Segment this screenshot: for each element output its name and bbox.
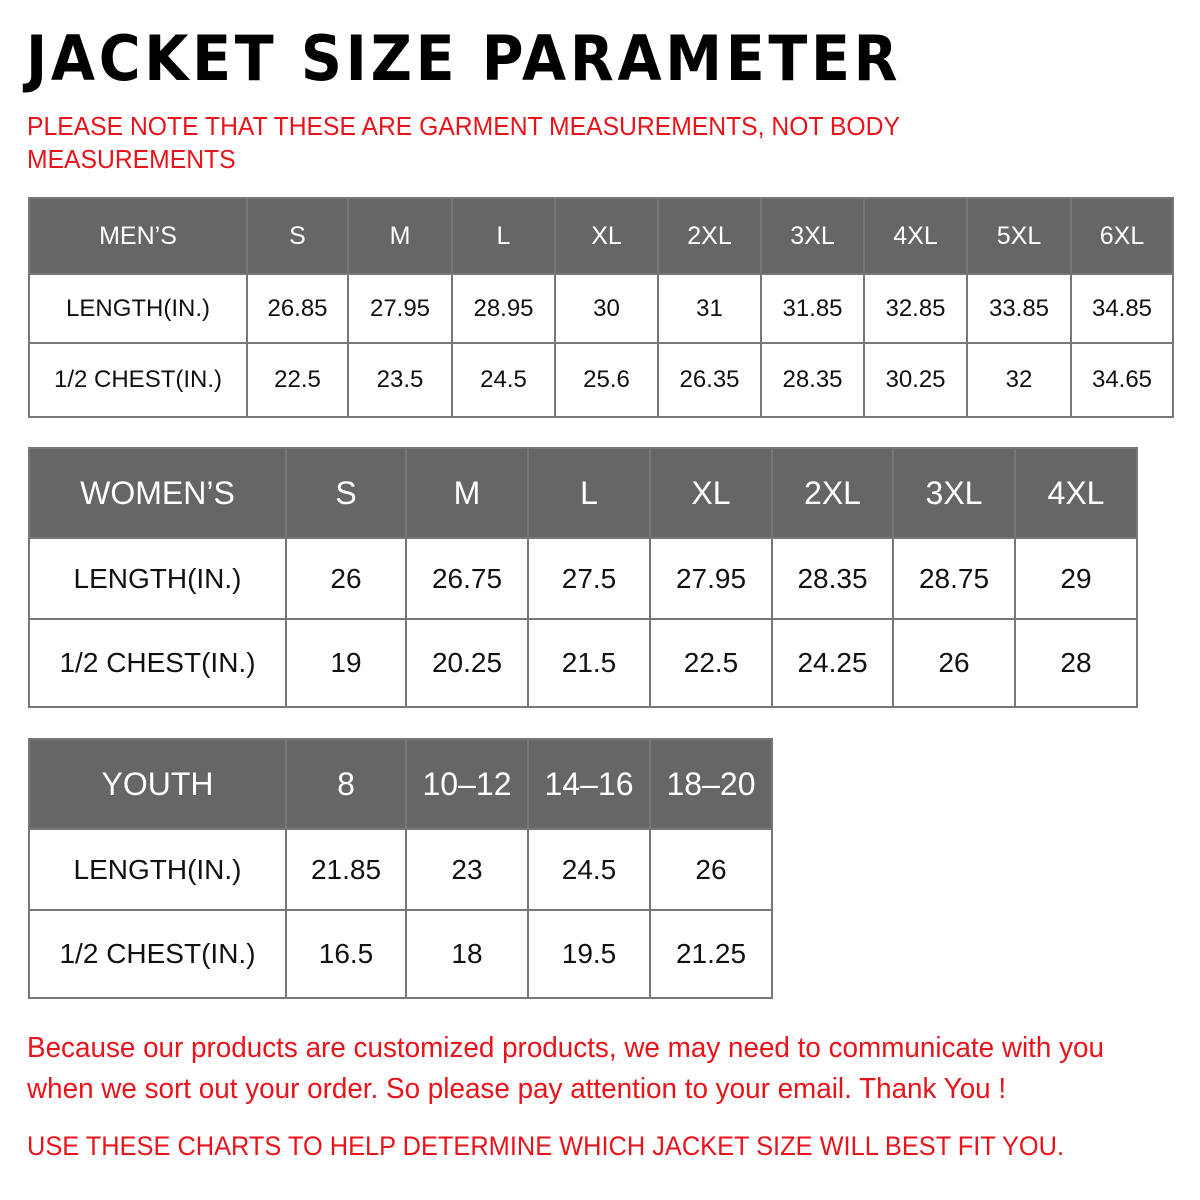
- value-cell: 30: [554, 273, 659, 344]
- value-cell: 26.35: [657, 342, 762, 418]
- value-cell: 27.5: [527, 537, 651, 620]
- value-cell: 19.5: [527, 909, 651, 999]
- value-cell: 25.6: [554, 342, 659, 418]
- size-header-cell: M: [405, 447, 529, 539]
- mens-size-table: MEN’S S M L XL 2XL 3XL 4XL 5XL 6XL LENGTH(IN.) 26.8…: [28, 197, 1174, 418]
- value-cell: 24.5: [451, 342, 556, 418]
- value-cell: 27.95: [649, 537, 773, 620]
- value-cell: 33.85: [966, 273, 1072, 344]
- value-cell: 21.85: [285, 828, 407, 911]
- value-cell: 19: [285, 618, 407, 708]
- table-row: LENGTH(IN.) 21.85 23 24.5 26: [28, 828, 773, 911]
- value-cell: 28.95: [451, 273, 556, 344]
- value-cell: 23: [405, 828, 529, 911]
- youth-size-table: YOUTH 8 10–12 14–16 18–20 LENGTH(IN.) 21.85 23 2…: [28, 738, 773, 999]
- row-label-cell: LENGTH(IN.): [28, 828, 287, 911]
- value-cell: 28.35: [760, 342, 865, 418]
- value-cell: 29: [1014, 537, 1138, 620]
- size-header-cell: S: [246, 197, 349, 275]
- size-header-cell: 2XL: [771, 447, 894, 539]
- table-header-row: WOMEN’S S M L XL 2XL 3XL 4XL: [28, 447, 1138, 539]
- size-header-cell: 8: [285, 738, 407, 830]
- size-header-cell: 18–20: [649, 738, 773, 830]
- value-cell: 26: [649, 828, 773, 911]
- size-header-cell: 3XL: [892, 447, 1016, 539]
- size-header-cell: 10–12: [405, 738, 529, 830]
- table-row: LENGTH(IN.) 26.85 27.95 28.95 30 31 31.85 32.85…: [28, 273, 1174, 344]
- table-row: 1/2 CHEST(IN.) 19 20.25 21.5 22.5 24.25 26 28: [28, 618, 1138, 708]
- size-header-cell: 14–16: [527, 738, 651, 830]
- value-cell: 16.5: [285, 909, 407, 999]
- size-header-cell: 6XL: [1070, 197, 1174, 275]
- table-title-cell: YOUTH: [28, 738, 287, 830]
- table-header-row: MEN’S S M L XL 2XL 3XL 4XL 5XL 6XL: [28, 197, 1174, 275]
- table-row: 1/2 CHEST(IN.) 16.5 18 19.5 21.25: [28, 909, 773, 999]
- value-cell: 26.85: [246, 273, 349, 344]
- size-header-cell: S: [285, 447, 407, 539]
- value-cell: 34.65: [1070, 342, 1174, 418]
- size-header-cell: XL: [649, 447, 773, 539]
- value-cell: 27.95: [347, 273, 453, 344]
- womens-size-table: WOMEN’S S M L XL 2XL 3XL 4XL LENGTH(IN.) 26 26.75 2…: [28, 447, 1138, 708]
- row-label-cell: LENGTH(IN.): [28, 537, 287, 620]
- size-header-cell: 3XL: [760, 197, 865, 275]
- value-cell: 22.5: [246, 342, 349, 418]
- value-cell: 32: [966, 342, 1072, 418]
- value-cell: 26.75: [405, 537, 529, 620]
- value-cell: 28: [1014, 618, 1138, 708]
- value-cell: 26: [892, 618, 1016, 708]
- value-cell: 22.5: [649, 618, 773, 708]
- customization-message: Because our products are customized prod…: [27, 1032, 1105, 1105]
- value-cell: 24.5: [527, 828, 651, 911]
- value-cell: 21.25: [649, 909, 773, 999]
- table-title-cell: MEN’S: [28, 197, 248, 275]
- size-header-cell: L: [451, 197, 556, 275]
- size-header-cell: L: [527, 447, 651, 539]
- measurement-note: PLEASE NOTE THAT THESE ARE GARMENT MEASU…: [27, 111, 900, 174]
- value-cell: 28.35: [771, 537, 894, 620]
- footer-note: USE THESE CHARTS TO HELP DETERMINE WHICH…: [27, 1131, 1065, 1161]
- row-label-cell: LENGTH(IN.): [28, 273, 248, 344]
- row-label-cell: 1/2 CHEST(IN.): [28, 618, 287, 708]
- value-cell: 31: [657, 273, 762, 344]
- value-cell: 30.25: [863, 342, 968, 418]
- page-title: JACKET SIZE PARAMETER: [26, 22, 902, 95]
- value-cell: 31.85: [760, 273, 865, 344]
- value-cell: 20.25: [405, 618, 529, 708]
- value-cell: 21.5: [527, 618, 651, 708]
- table-title-cell: WOMEN’S: [28, 447, 287, 539]
- value-cell: 28.75: [892, 537, 1016, 620]
- row-label-cell: 1/2 CHEST(IN.): [28, 909, 287, 999]
- value-cell: 34.85: [1070, 273, 1174, 344]
- size-header-cell: 4XL: [863, 197, 968, 275]
- size-header-cell: 4XL: [1014, 447, 1138, 539]
- value-cell: 23.5: [347, 342, 453, 418]
- size-header-cell: M: [347, 197, 453, 275]
- table-header-row: YOUTH 8 10–12 14–16 18–20: [28, 738, 773, 830]
- value-cell: 32.85: [863, 273, 968, 344]
- row-label-cell: 1/2 CHEST(IN.): [28, 342, 248, 418]
- table-row: LENGTH(IN.) 26 26.75 27.5 27.95 28.35 28.75 29: [28, 537, 1138, 620]
- value-cell: 18: [405, 909, 529, 999]
- table-row: 1/2 CHEST(IN.) 22.5 23.5 24.5 25.6 26.35 28.35…: [28, 342, 1174, 418]
- size-header-cell: 2XL: [657, 197, 762, 275]
- size-header-cell: 5XL: [966, 197, 1072, 275]
- value-cell: 26: [285, 537, 407, 620]
- size-header-cell: XL: [554, 197, 659, 275]
- value-cell: 24.25: [771, 618, 894, 708]
